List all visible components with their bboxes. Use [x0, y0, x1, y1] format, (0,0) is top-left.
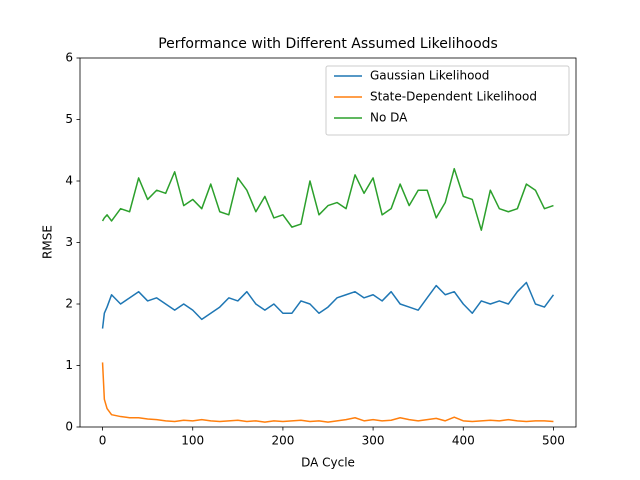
- legend-label: Gaussian Likelihood: [370, 69, 489, 83]
- plot-frame: [79, 57, 577, 428]
- y-tick-label: 6: [65, 51, 73, 65]
- y-tick-label: 5: [65, 112, 73, 126]
- chart-title: Performance with Different Assumed Likel…: [158, 36, 498, 52]
- x-tick-label: 0: [99, 434, 107, 448]
- legend-label: No DA: [370, 111, 408, 125]
- x-tick-label: 200: [271, 434, 294, 448]
- data-line: [101, 167, 554, 231]
- legend-label: State-Dependent Likelihood: [370, 90, 537, 104]
- y-axis-label: RMSE: [41, 225, 55, 259]
- x-tick-label: 500: [542, 434, 565, 448]
- x-axis-label: DA Cycle: [301, 456, 355, 470]
- y-tick-label: 1: [65, 358, 73, 372]
- y-tick-label: 0: [65, 420, 73, 434]
- x-tick-label: 100: [181, 434, 204, 448]
- x-tick-label: 400: [452, 434, 475, 448]
- data-line: [101, 281, 555, 329]
- y-tick-label: 2: [65, 297, 73, 311]
- y-tick-label: 4: [65, 174, 73, 188]
- legend-box: [325, 65, 570, 136]
- data-line: [101, 362, 554, 423]
- y-tick-label: 3: [65, 235, 73, 249]
- x-tick-label: 300: [362, 434, 385, 448]
